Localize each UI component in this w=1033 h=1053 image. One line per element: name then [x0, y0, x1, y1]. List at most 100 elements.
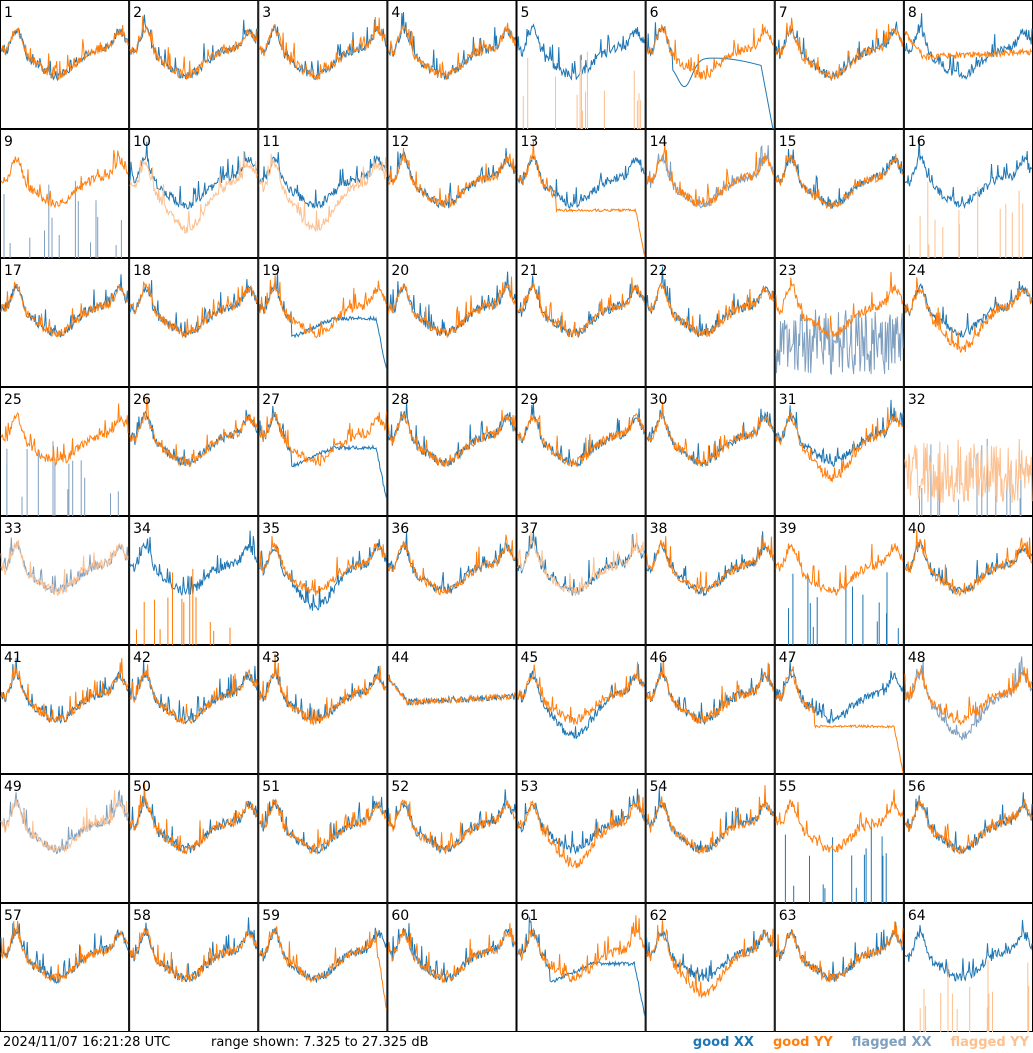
panel-frame: [129, 516, 259, 645]
series-xx-29: [517, 403, 646, 468]
panel-frame: [258, 129, 388, 258]
series-xx-49: [0, 789, 129, 855]
series-xx-64: [904, 919, 1033, 982]
panel-label: 53: [521, 779, 539, 795]
panel-17: 17: [0, 258, 130, 387]
panel-frame: [258, 516, 388, 645]
panel-frame: [0, 903, 130, 1032]
panel-22: 22: [645, 258, 775, 387]
panel-47: 47: [774, 645, 904, 774]
panel-label: 42: [133, 650, 151, 666]
panel-2: 2: [129, 0, 259, 129]
panel-label: 56: [908, 779, 926, 795]
series-yy-58: [129, 928, 258, 983]
panel-50: 50: [129, 774, 259, 903]
series-yy-49: [0, 790, 129, 853]
panel-48: 48: [903, 645, 1033, 774]
series-yy-57: [0, 920, 129, 983]
panel-label: 29: [521, 392, 539, 408]
panel-frame: [645, 516, 775, 645]
series-xx-45: [517, 664, 646, 739]
panel-frame: [774, 0, 904, 129]
panel-frame: [0, 516, 130, 645]
panel-5: 5: [516, 0, 646, 129]
panel-36: 36: [387, 516, 517, 645]
series-xx-47: [775, 660, 904, 724]
panel-frame: [903, 0, 1033, 129]
panel-44: 44: [387, 645, 517, 774]
panel-label: 43: [262, 650, 280, 666]
panel-label: 33: [4, 521, 22, 537]
panel-label: 4: [391, 5, 400, 21]
panel-41: 41: [0, 645, 130, 774]
series-yy-38: [646, 535, 775, 594]
panel-label: 39: [779, 521, 797, 537]
panel-label: 18: [133, 263, 151, 279]
panel-label: 19: [262, 263, 280, 279]
series-yy-23: [775, 271, 904, 338]
series-yy-13: [517, 140, 646, 257]
panel-label: 23: [779, 263, 797, 279]
panel-label: 11: [262, 134, 280, 150]
panel-frame: [387, 258, 517, 387]
panel-frame: [129, 774, 259, 903]
panel-frame: [516, 516, 646, 645]
panel-12: 12: [387, 129, 517, 258]
series-xx-57: [0, 923, 129, 984]
legend-flagged-xx: flagged XX: [851, 1035, 932, 1050]
panel-frame: [516, 645, 646, 774]
series-yy-16: [908, 181, 1024, 258]
panel-23: 23: [774, 258, 904, 387]
panel-label: 15: [779, 134, 797, 150]
panel-label: 20: [391, 263, 409, 279]
panel-frame: [258, 774, 388, 903]
panel-62: 62: [645, 903, 775, 1032]
panel-frame: [516, 129, 646, 258]
series-yy-1: [0, 24, 129, 81]
panel-frame: [258, 645, 388, 774]
panel-frame: [774, 129, 904, 258]
panel-63: 63: [774, 903, 904, 1032]
panel-frame: [129, 903, 259, 1032]
panel-frame: [387, 0, 517, 129]
panel-label: 37: [521, 521, 539, 537]
panel-frame: [645, 903, 775, 1032]
panel-frame: [645, 387, 775, 516]
series-xx-60: [387, 923, 516, 983]
series-yy-41: [0, 658, 129, 723]
series-yy-9: [0, 149, 129, 208]
series-yy-55: [775, 789, 904, 853]
series-xx-48: [904, 656, 1033, 741]
panel-32: 32: [903, 387, 1033, 516]
panel-frame: [129, 645, 259, 774]
series-yy-63: [775, 921, 904, 983]
panel-frame: [645, 129, 775, 258]
series-yy-5: [522, 51, 642, 129]
panel-9: 9: [0, 129, 130, 258]
series-yy-62: [646, 920, 775, 999]
panel-frame: [774, 774, 904, 903]
panel-frame: [0, 0, 130, 129]
legend-good-yy: good YY: [772, 1035, 833, 1050]
panel-27: 27: [258, 387, 388, 516]
panel-label: 14: [650, 134, 668, 150]
panel-label: 24: [908, 263, 926, 279]
panel-frame: [645, 258, 775, 387]
series-yy-51: [258, 798, 387, 855]
series-yy-40: [904, 530, 1033, 597]
legend: good XX good YY flagged XX flagged YY: [693, 1035, 1029, 1050]
panel-3: 3: [258, 0, 388, 129]
panel-label: 62: [650, 908, 668, 924]
panel-frame: [387, 774, 517, 903]
series-yy-47: [775, 666, 904, 773]
series-xx-4: [387, 12, 516, 80]
legend-flagged-yy: flagged YY: [950, 1035, 1030, 1050]
panel-label: 32: [908, 392, 926, 408]
panel-frame: [774, 903, 904, 1032]
series-yy-33: [0, 540, 129, 596]
panel-45: 45: [516, 645, 646, 774]
panel-35: 35: [258, 516, 388, 645]
panel-7: 7: [774, 0, 904, 129]
panel-label: 7: [779, 5, 788, 21]
